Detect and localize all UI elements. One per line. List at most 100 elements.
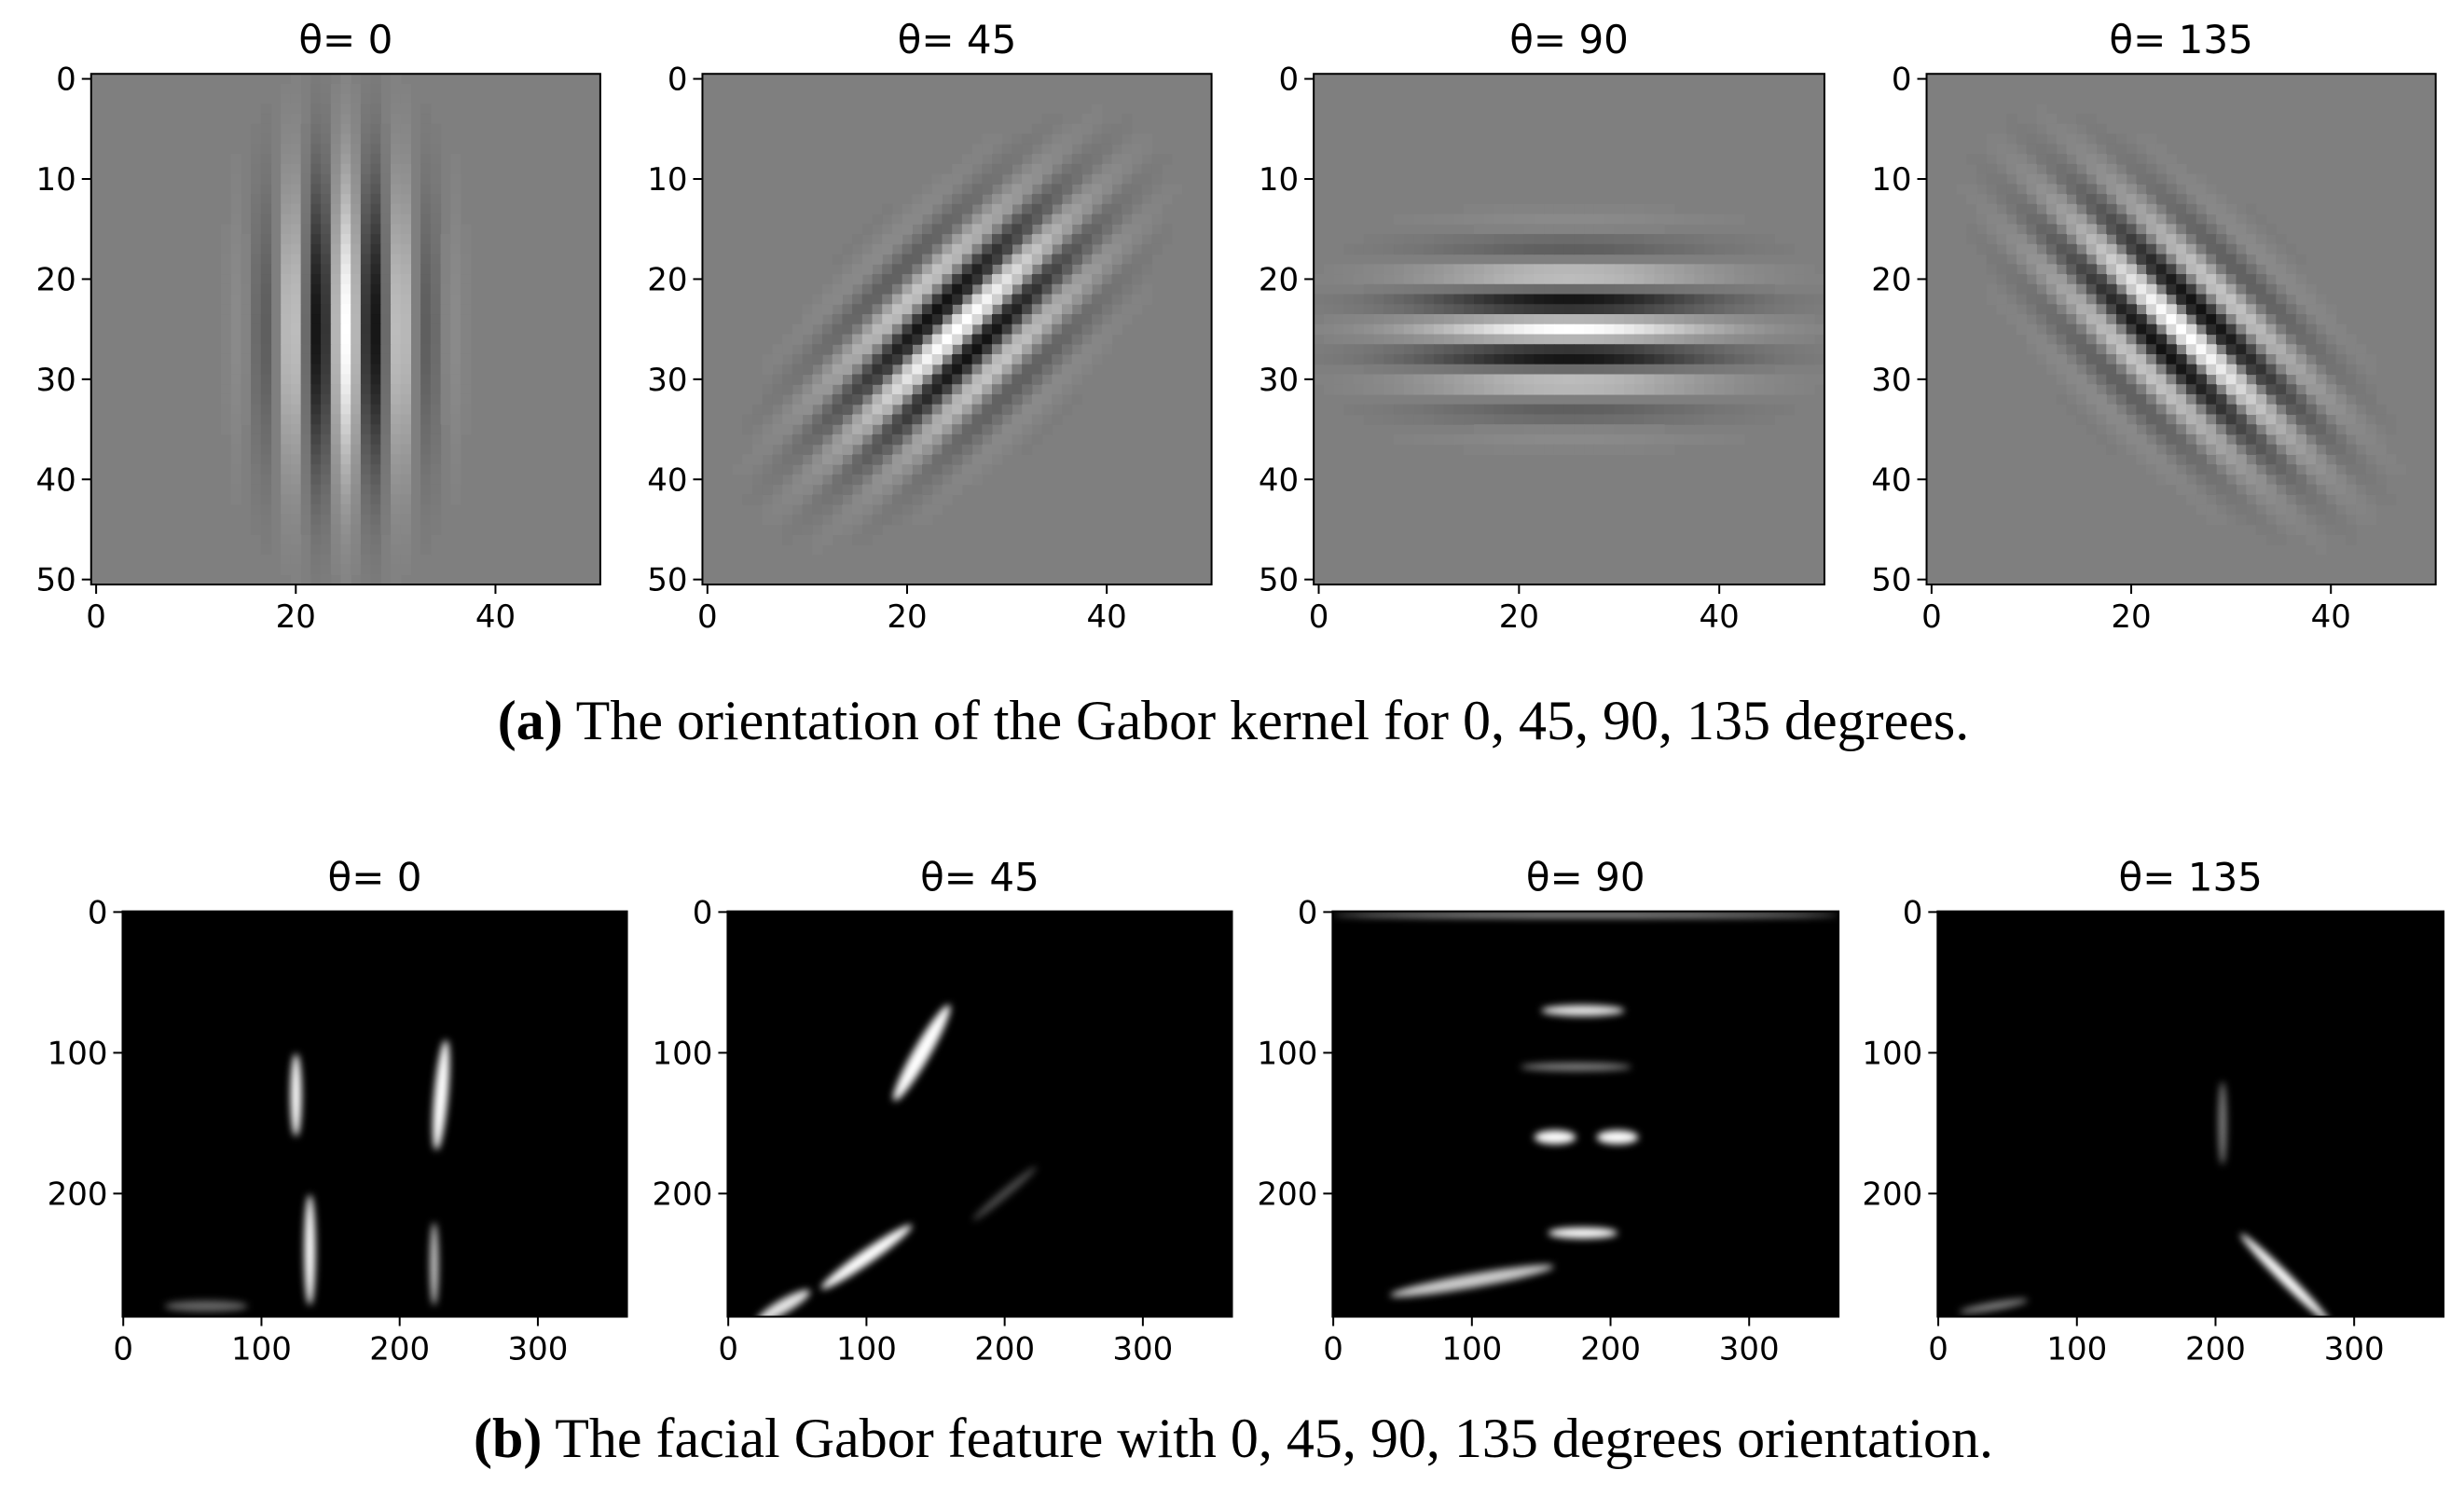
pixel [1764, 234, 1775, 245]
pixel [912, 393, 923, 405]
pixel [360, 564, 372, 575]
pixel [380, 304, 392, 315]
pixel [1061, 364, 1073, 376]
pixel [2276, 474, 2287, 486]
pixel [1553, 243, 1565, 255]
pixel [380, 144, 392, 155]
pixel [2155, 144, 2168, 155]
pixel [922, 294, 933, 305]
pixel [2295, 433, 2307, 446]
pixel [460, 294, 472, 305]
pixel [290, 173, 302, 185]
pixel [2265, 254, 2277, 265]
pixel [2206, 353, 2217, 365]
pixel [782, 424, 793, 435]
pixel [1483, 334, 1495, 345]
pixel [290, 393, 302, 405]
pixel [2255, 294, 2267, 305]
pixel [742, 424, 753, 435]
pixel [290, 93, 302, 105]
pixel [971, 353, 983, 365]
pixel [340, 374, 351, 385]
pixel [2115, 194, 2127, 205]
pixel [842, 524, 853, 535]
pixel [2216, 353, 2227, 365]
pixel [1513, 404, 1525, 416]
pixel [1373, 234, 1384, 245]
pixel [882, 514, 893, 526]
pixel [1494, 323, 1505, 336]
pixel [952, 203, 963, 215]
pixel [1383, 283, 1395, 295]
pixel [2106, 364, 2117, 376]
pixel [420, 163, 432, 175]
pixel [450, 314, 461, 325]
pixel [1464, 344, 1475, 355]
pixel [852, 414, 863, 425]
pixel [351, 304, 362, 315]
pixel [1413, 243, 1425, 255]
pixel [310, 514, 322, 526]
pixel [2106, 294, 2117, 305]
y-tick-label: 0 [88, 894, 108, 931]
pixel [241, 353, 252, 365]
pixel [260, 353, 272, 365]
pixel [1644, 334, 1655, 345]
pixel [1534, 384, 1545, 395]
pixel [1754, 314, 1766, 325]
pixel [1624, 424, 1635, 435]
pixel [1976, 173, 1988, 185]
pixel [351, 123, 362, 135]
pixel [742, 454, 753, 465]
pixel [351, 484, 362, 495]
pixel [912, 194, 923, 205]
pixel [1373, 294, 1384, 305]
pixel [902, 454, 913, 465]
pixel [391, 474, 402, 486]
pixel [2136, 213, 2147, 225]
pixel [1574, 304, 1585, 315]
pixel [370, 514, 381, 526]
pixel [1453, 294, 1465, 305]
pixel [2036, 114, 2047, 125]
pixel [2006, 224, 2017, 235]
pixel [1654, 314, 1665, 325]
pixel [2196, 304, 2207, 315]
pixel [370, 154, 381, 165]
pixel [1101, 144, 1113, 155]
pixel [360, 93, 372, 105]
pixel [1012, 224, 1023, 235]
pixel [2255, 414, 2267, 425]
pixel [992, 454, 1003, 465]
pixel [1162, 234, 1173, 245]
features [1959, 1081, 2330, 1317]
pixel [290, 184, 302, 195]
pixel [340, 144, 351, 155]
pixel [1804, 274, 1815, 285]
pixel [2136, 334, 2147, 345]
pixel [2386, 454, 2397, 465]
pixel [1394, 433, 1405, 446]
pixel [300, 364, 311, 376]
feature-streak [972, 1166, 1037, 1221]
pixel [290, 464, 302, 475]
pixel [882, 364, 893, 376]
pixel [1664, 384, 1675, 395]
pixel [450, 344, 461, 355]
pixel [420, 213, 432, 225]
pixel [2286, 393, 2297, 405]
pixel [260, 173, 272, 185]
pixel [1694, 314, 1705, 325]
pixel [2276, 393, 2287, 405]
pixel [2246, 364, 2257, 376]
pixel [1383, 314, 1395, 325]
pixel [391, 404, 402, 416]
pixel [330, 254, 342, 265]
pixel [1714, 433, 1726, 446]
pixel [1373, 374, 1384, 385]
pixel [360, 234, 372, 245]
pixel [1031, 364, 1043, 376]
pixel [321, 534, 332, 545]
pixel [2246, 294, 2257, 305]
